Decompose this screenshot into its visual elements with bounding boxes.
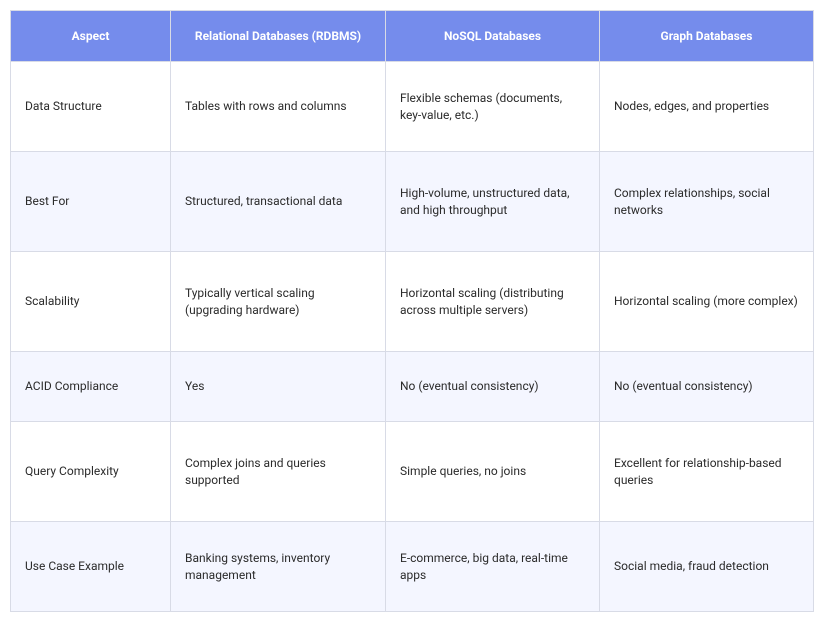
cell-aspect: ACID Compliance	[11, 352, 171, 422]
cell-nosql: E-commerce, big data, real-time apps	[386, 522, 600, 612]
cell-nosql: Horizontal scaling (distributing across …	[386, 252, 600, 352]
cell-aspect: Data Structure	[11, 62, 171, 152]
cell-graph: Excellent for relationship-based queries	[600, 422, 814, 522]
table-header-row: Aspect Relational Databases (RDBMS) NoSQ…	[11, 11, 814, 62]
cell-rdbms: Banking systems, inventory management	[171, 522, 386, 612]
comparison-table: Aspect Relational Databases (RDBMS) NoSQ…	[10, 10, 814, 612]
cell-rdbms: Tables with rows and columns	[171, 62, 386, 152]
col-header-aspect: Aspect	[11, 11, 171, 62]
cell-rdbms: Complex joins and queries supported	[171, 422, 386, 522]
cell-nosql: High-volume, unstructured data, and high…	[386, 152, 600, 252]
cell-graph: Nodes, edges, and properties	[600, 62, 814, 152]
table-row: Data Structure Tables with rows and colu…	[11, 62, 814, 152]
cell-aspect: Query Complexity	[11, 422, 171, 522]
table-row: Scalability Typically vertical scaling (…	[11, 252, 814, 352]
col-header-rdbms: Relational Databases (RDBMS)	[171, 11, 386, 62]
cell-rdbms: Yes	[171, 352, 386, 422]
cell-aspect: Best For	[11, 152, 171, 252]
table-row: Use Case Example Banking systems, invent…	[11, 522, 814, 612]
table-row: Query Complexity Complex joins and queri…	[11, 422, 814, 522]
cell-rdbms: Typically vertical scaling (upgrading ha…	[171, 252, 386, 352]
cell-graph: Complex relationships, social networks	[600, 152, 814, 252]
table-row: Best For Structured, transactional data …	[11, 152, 814, 252]
cell-nosql: No (eventual consistency)	[386, 352, 600, 422]
cell-graph: No (eventual consistency)	[600, 352, 814, 422]
cell-aspect: Scalability	[11, 252, 171, 352]
col-header-graph: Graph Databases	[600, 11, 814, 62]
cell-rdbms: Structured, transactional data	[171, 152, 386, 252]
cell-aspect: Use Case Example	[11, 522, 171, 612]
cell-nosql: Simple queries, no joins	[386, 422, 600, 522]
col-header-nosql: NoSQL Databases	[386, 11, 600, 62]
cell-graph: Social media, fraud detection	[600, 522, 814, 612]
cell-nosql: Flexible schemas (documents, key-value, …	[386, 62, 600, 152]
table-row: ACID Compliance Yes No (eventual consist…	[11, 352, 814, 422]
cell-graph: Horizontal scaling (more complex)	[600, 252, 814, 352]
